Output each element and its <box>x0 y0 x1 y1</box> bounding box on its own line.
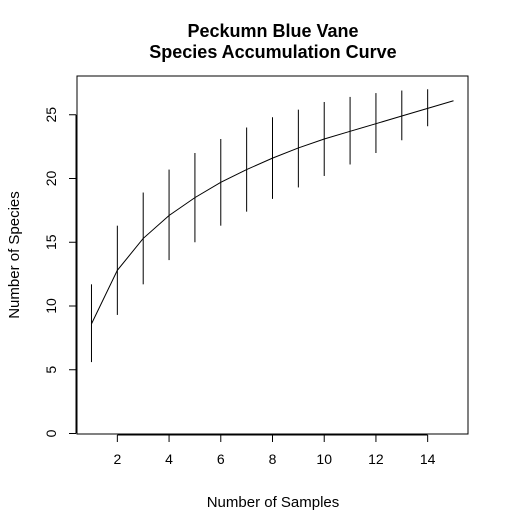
x-tick-label-6: 6 <box>217 451 225 467</box>
y-tick-label-0: 0 <box>43 429 59 437</box>
x-tick-label-2: 2 <box>113 451 121 467</box>
x-tick-label-8: 8 <box>269 451 277 467</box>
x-tick-label-12: 12 <box>368 451 384 467</box>
y-tick-label-5: 5 <box>43 366 59 374</box>
y-axis-label: Number of Species <box>6 191 23 319</box>
y-tick-label-10: 10 <box>43 298 59 314</box>
chart-title-line-2: Species Accumulation Curve <box>149 42 396 62</box>
x-tick-label-4: 4 <box>165 451 173 467</box>
accumulation-curve-line <box>91 100 454 325</box>
y-tick-label-25: 25 <box>43 107 59 123</box>
y-tick-label-15: 15 <box>43 234 59 250</box>
x-tick-label-14: 14 <box>420 451 436 467</box>
x-tick-label-10: 10 <box>316 451 332 467</box>
x-axis: 2 4 6 8 10 12 14 <box>113 434 436 467</box>
plot-frame <box>76 75 469 435</box>
plot-area <box>90 89 454 363</box>
chart-title-line-1: Peckumn Blue Vane <box>187 21 358 41</box>
x-axis-label: Number of Samples <box>207 494 340 511</box>
y-tick-label-20: 20 <box>43 171 59 187</box>
y-axis: 0 5 10 15 20 25 <box>43 107 77 437</box>
